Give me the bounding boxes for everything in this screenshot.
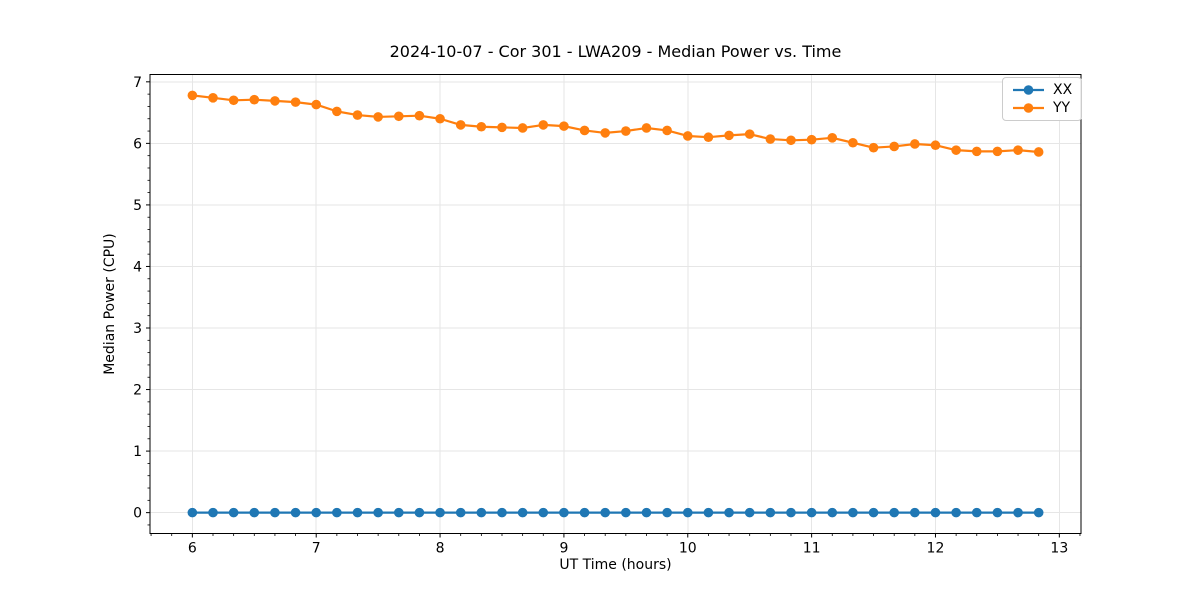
legend-label-yy: YY <box>1053 100 1071 116</box>
series-xx <box>187 507 1044 518</box>
legend-label-xx: XX <box>1053 82 1073 98</box>
svg-text:9: 9 <box>559 541 568 557</box>
svg-text:6: 6 <box>188 541 197 557</box>
x-axis-label: UT Time (hours) <box>559 557 672 573</box>
svg-text:8: 8 <box>436 541 445 557</box>
svg-text:3: 3 <box>133 321 142 337</box>
svg-text:13: 13 <box>1050 541 1068 557</box>
yy-line-swatch <box>1013 103 1044 113</box>
plot-frame <box>149 74 1082 534</box>
legend: XX YY <box>1002 77 1083 121</box>
svg-text:7: 7 <box>312 541 321 557</box>
grid <box>150 74 1081 534</box>
svg-text:2: 2 <box>133 383 142 399</box>
series-yy <box>187 90 1044 157</box>
legend-item-xx: XX <box>1012 83 1072 97</box>
svg-text:4: 4 <box>133 259 142 275</box>
svg-text:6: 6 <box>133 136 142 152</box>
svg-text:0: 0 <box>133 506 142 522</box>
legend-item-yy: YY <box>1012 101 1072 115</box>
svg-text:12: 12 <box>927 541 945 557</box>
svg-text:1: 1 <box>133 444 142 460</box>
y-axis-label: Median Power (CPU) <box>102 233 118 375</box>
xx-line-swatch <box>1013 85 1044 95</box>
svg-text:10: 10 <box>679 541 697 557</box>
chart-title: 2024-10-07 - Cor 301 - LWA209 - Median P… <box>389 42 842 61</box>
svg-text:5: 5 <box>133 198 142 214</box>
svg-text:11: 11 <box>803 541 821 557</box>
svg-text:7: 7 <box>133 75 142 91</box>
